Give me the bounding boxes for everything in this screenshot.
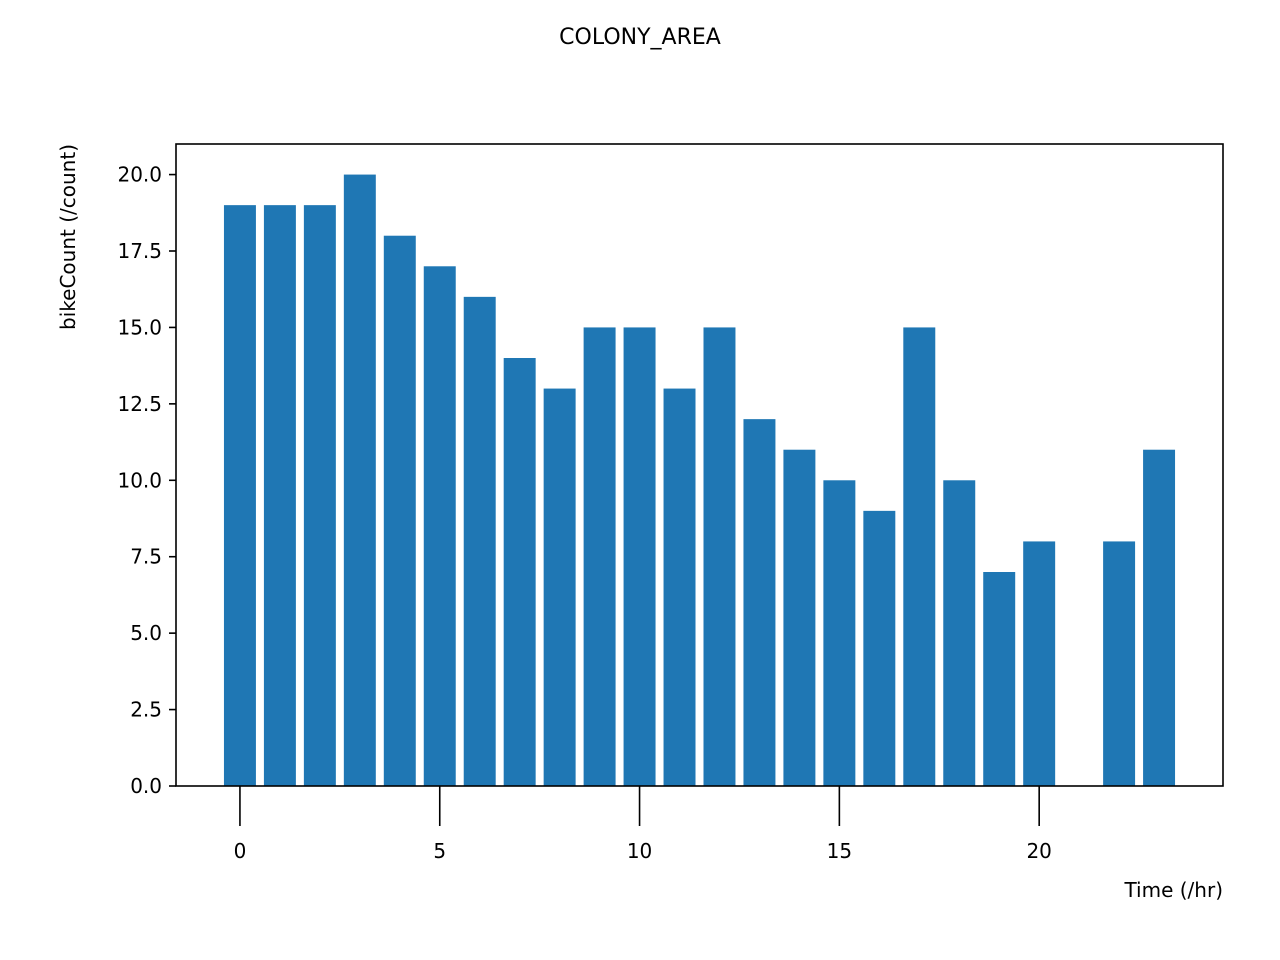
bar-hour-3 bbox=[343, 174, 376, 787]
y-tick-label: 2.5 bbox=[130, 698, 162, 722]
x-tick-label: 10 bbox=[627, 839, 652, 863]
x-axis-label: Time (/hr) bbox=[1123, 878, 1223, 902]
y-tick-label: 20.0 bbox=[117, 163, 162, 187]
bar-hour-8 bbox=[543, 388, 576, 786]
y-tick-label: 12.5 bbox=[117, 392, 162, 416]
y-axis-ticks: 0.0 2.5 5.0 7.5 10.0 12.5 15.0 17.5 20.0 bbox=[117, 163, 176, 798]
y-axis-label: bikeCount (/count) bbox=[56, 144, 80, 330]
bar-hour-7 bbox=[503, 358, 536, 786]
bar-hour-13 bbox=[743, 419, 776, 786]
y-tick-label: 10.0 bbox=[117, 468, 162, 492]
bar-hour-5 bbox=[423, 266, 456, 786]
bar-hour-9 bbox=[583, 327, 616, 786]
y-tick-label: 15.0 bbox=[117, 315, 162, 339]
x-tick-label: 0 bbox=[234, 839, 247, 863]
x-tick-label: 5 bbox=[433, 839, 446, 863]
bar-hour-20 bbox=[1023, 541, 1056, 786]
bar-hour-19 bbox=[983, 572, 1016, 786]
bar-hour-6 bbox=[463, 296, 496, 786]
bar-hour-2 bbox=[303, 205, 336, 787]
y-tick-label: 0.0 bbox=[130, 774, 162, 798]
bar-hour-12 bbox=[703, 327, 736, 786]
x-tick-label: 15 bbox=[827, 839, 852, 863]
x-axis-ticks: 0 5 10 15 20 bbox=[234, 786, 1052, 863]
bar-hour-16 bbox=[863, 510, 896, 786]
bar-hour-11 bbox=[663, 388, 696, 786]
bar-hour-17 bbox=[903, 327, 936, 786]
bar-hour-1 bbox=[263, 205, 296, 787]
x-tick-label: 20 bbox=[1026, 839, 1051, 863]
bar-hour-22 bbox=[1103, 541, 1136, 786]
chart-title: COLONY_AREA bbox=[559, 25, 721, 50]
plot-area-frame bbox=[175, 143, 1224, 787]
bar-hour-23 bbox=[1143, 449, 1176, 786]
bar-hour-4 bbox=[383, 235, 416, 786]
y-tick-label: 5.0 bbox=[130, 621, 162, 645]
bar-hour-18 bbox=[943, 480, 976, 786]
bar-hour-14 bbox=[783, 449, 816, 786]
bar-hour-0 bbox=[223, 205, 256, 787]
bar-hour-15 bbox=[823, 480, 856, 786]
bars-group bbox=[223, 174, 1176, 787]
y-tick-label: 17.5 bbox=[117, 239, 162, 263]
y-tick-label: 7.5 bbox=[130, 545, 162, 569]
bar-hour-10 bbox=[623, 327, 656, 786]
